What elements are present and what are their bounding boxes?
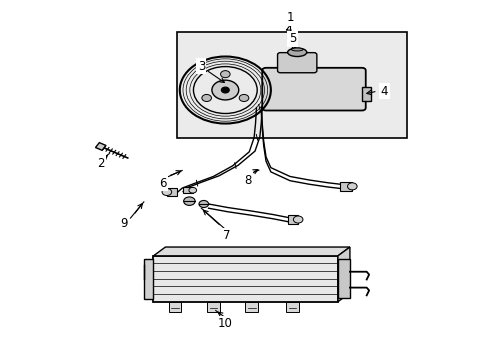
Polygon shape [153,247,349,256]
Polygon shape [337,247,349,302]
Circle shape [183,197,195,206]
Text: 7: 7 [222,229,229,242]
Text: 5: 5 [288,32,296,45]
Bar [166,188,177,196]
Circle shape [188,188,196,193]
Bar [177,32,407,138]
Bar [361,86,371,100]
Text: 10: 10 [218,318,232,330]
Bar [337,259,349,298]
Ellipse shape [291,48,303,51]
Circle shape [162,189,171,195]
Circle shape [347,183,356,190]
Bar [285,302,298,312]
Bar [95,143,106,150]
Circle shape [239,94,248,102]
Text: 2: 2 [97,157,104,170]
Bar [153,256,337,302]
Bar [143,259,153,299]
Circle shape [221,87,229,93]
Bar [245,302,257,312]
Text: 9: 9 [120,217,127,230]
Circle shape [293,216,303,223]
Bar [168,302,181,312]
Text: 8: 8 [244,174,251,186]
Bar [287,215,298,224]
Bar [207,302,219,312]
FancyBboxPatch shape [277,53,316,73]
Circle shape [199,201,208,207]
Circle shape [220,71,230,78]
Text: 3: 3 [197,60,204,73]
Bar [340,182,351,190]
FancyBboxPatch shape [262,68,365,111]
Text: 1: 1 [285,11,293,24]
Text: 4: 4 [380,85,387,98]
Text: 6: 6 [159,177,166,190]
Circle shape [202,94,211,102]
Ellipse shape [287,48,306,57]
Bar [183,187,192,193]
Circle shape [211,80,238,100]
